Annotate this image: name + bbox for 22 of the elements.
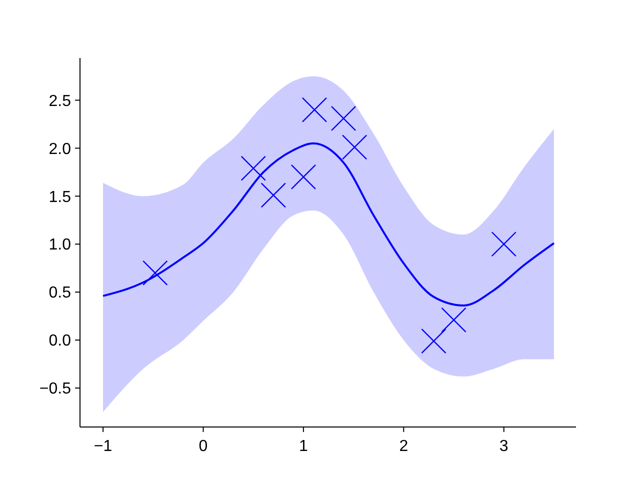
point [342,134,368,160]
point [302,97,328,122]
point [260,182,286,208]
point [441,307,466,333]
x-tick-label: 0 [198,438,208,455]
point [421,328,446,354]
x-tick-label: 1 [298,438,308,455]
y-tick-label: 1.5 [48,188,72,206]
point [330,106,356,132]
x-tick-label: 2 [399,438,408,455]
y-tick-label: 0.0 [48,332,72,350]
point [491,232,516,257]
x-tick-label: −1 [94,438,112,455]
y-tick-label: 1.0 [48,236,72,254]
y-tick-label: −0.5 [39,380,72,398]
y-tick-label: 0.5 [48,284,72,302]
x-tick-label: 3 [499,438,508,455]
y-tick-label: 2.5 [48,92,72,110]
point [240,156,266,181]
y-tick-label: 2.0 [48,140,72,158]
point [142,260,168,286]
point [290,164,316,190]
